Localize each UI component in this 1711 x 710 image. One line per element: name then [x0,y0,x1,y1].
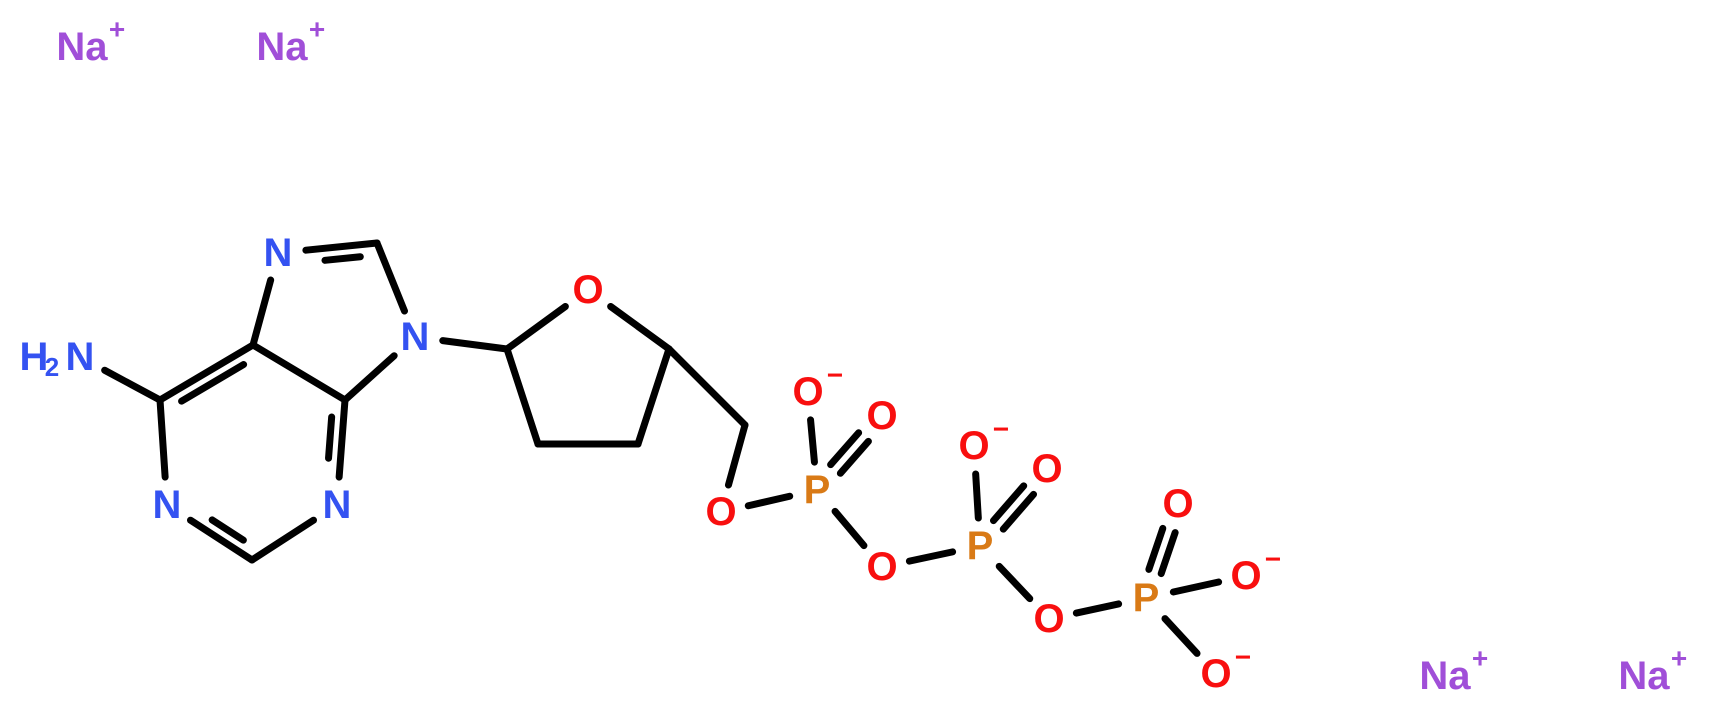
bond-N7-C8-inner [321,253,364,264]
charge-O1A: − [827,360,843,391]
atom-label-O3B: O [1162,482,1193,526]
atom-label-N6: 2 [45,352,59,382]
bond-C4-C5 [249,341,349,404]
bond-C2-N3 [248,516,317,564]
bond-N3-C4-inner [325,413,336,462]
atom-label-O3A: O [1230,554,1261,598]
bond-O4p-C4p [607,302,673,353]
bond-O12-P2 [905,548,957,565]
atom-label-Na1: Na [56,25,108,69]
atom-label-Na2: Na [256,25,308,69]
charge-Na3: + [1472,643,1488,674]
bond-C1p-O4p [503,302,569,353]
bond-P2-O2B-1 [999,490,1038,533]
atom-label-Na3: Na [1419,654,1471,698]
bond-N9-C4 [341,352,398,404]
atom-label-N7: N [264,231,293,275]
atom-label-N9: N [401,315,430,359]
atom-label-P2: P [967,524,994,568]
bond-C5-C6-inner [178,360,248,405]
bond-O5p-P1 [744,492,794,510]
atom-label-O1B: O [866,394,897,438]
bond-N7-C8 [302,239,381,254]
atom-label-O2A: O [958,424,989,468]
bond-P3-O3B-1 [1157,529,1179,578]
bond-C5-C6 [156,341,257,404]
bond-P1-O12 [831,507,868,550]
bond-C5-N7 [249,276,275,349]
charge-Na4: + [1671,643,1687,674]
atom-label-O3C: O [1200,652,1231,696]
atom-label-P3: P [1133,576,1160,620]
bond-P3-O3C [1161,615,1201,657]
atom-label-N6: H [20,335,49,379]
bond-P2-O23 [995,562,1034,603]
charge-Na2: + [309,14,325,45]
atom-label-N3: N [323,483,352,527]
atom-label-O4p: O [572,268,603,312]
atom-label-N6: N [66,335,95,379]
charge-Na1: + [109,14,125,45]
bond-P1-O1B-1 [836,437,872,477]
atom-label-O5p: O [705,490,736,534]
bond-O23-P3 [1072,600,1123,617]
atom-label-P1: P [804,468,831,512]
bond-P1-O1B-2 [827,429,863,469]
charge-O3A: − [1265,544,1281,575]
bond-C6-N1 [156,396,169,481]
bond-C6-N6 [101,366,164,404]
bond-P3-O3A [1169,578,1223,596]
bond-C2p-C1p [503,345,542,448]
atom-label-O12: O [866,545,897,589]
bond-C4p-C3p [634,345,673,448]
atom-label-Na4: Na [1618,654,1670,698]
bond-N3-C4 [335,396,349,481]
bond-P1-O1A [807,416,818,466]
charge-O3C: − [1235,642,1251,673]
charge-O2A: − [993,414,1009,445]
bond-N1-C2-inner [208,516,247,544]
bond-P3-O3B-2 [1145,524,1167,573]
bond-N1-C2 [187,516,256,564]
bond-C4p-C5p [665,345,749,429]
bond-C5p-O5p [724,421,749,489]
bond-C8-N9 [373,239,409,315]
bond-P2-O2B-2 [989,482,1028,525]
atom-label-O1A: O [792,370,823,414]
atom-label-N1: N [153,483,182,527]
atom-label-O23: O [1033,597,1064,641]
bond-P2-O2A [972,470,982,522]
atom-label-O2B: O [1031,447,1062,491]
bond-N9-C1p [439,337,511,353]
